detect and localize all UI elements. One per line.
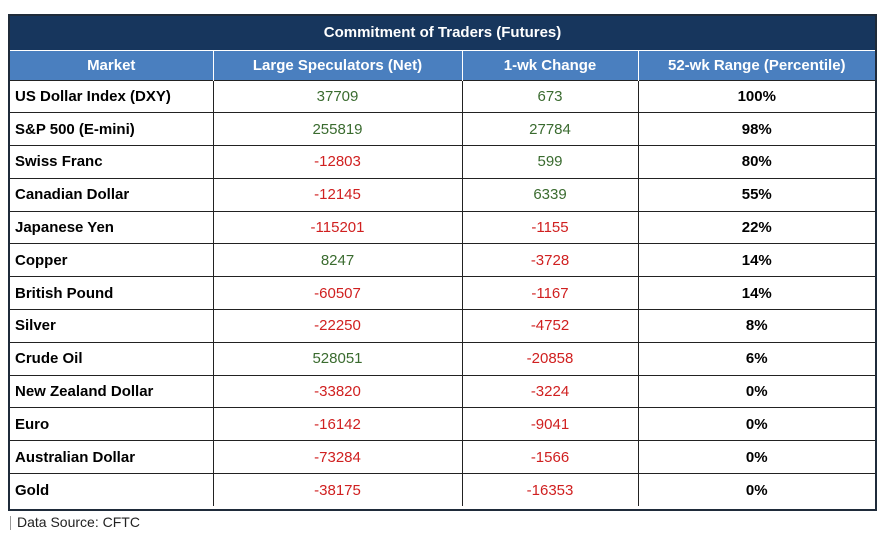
weekly-change-cell: -1167 [462,276,639,310]
net-position-cell: -12803 [213,145,463,179]
market-cell: Canadian Dollar [10,177,214,212]
weekly-change-cell: 673 [462,79,639,113]
net-position-cell: -22250 [213,309,463,343]
range-percentile-cell: 22% [638,210,876,244]
table-row: Canadian Dollar -12145 6339 55% [10,177,876,212]
net-position-cell: -115201 [213,210,463,244]
range-percentile-cell: 6% [638,341,876,376]
weekly-change-cell: -9041 [462,407,639,441]
net-position-cell: 37709 [213,79,463,113]
table-row: Japanese Yen -115201 -1155 22% [10,210,876,244]
market-cell: British Pound [10,276,214,310]
market-cell: Copper [10,243,214,277]
net-position-cell: -12145 [213,177,463,212]
table-row: Gold -38175 -16353 0% [10,473,876,507]
market-cell: Japanese Yen [10,210,214,244]
table-body: US Dollar Index (DXY) 37709 673 100% S&P 500… [10,79,876,507]
range-percentile-cell: 0% [638,374,876,408]
net-position-cell: 255819 [213,112,463,146]
table-row: S&P 500 (E-mini) 255819 27784 98% [10,112,876,146]
weekly-change-cell: 599 [462,145,639,179]
range-percentile-cell: 0% [638,407,876,441]
column-header-market: Market [10,50,214,80]
weekly-change-cell: -4752 [462,309,639,343]
table-title-row: Commitment of Traders (Futures) [10,16,876,51]
column-header-1wk-change: 1-wk Change [462,50,639,80]
range-percentile-cell: 14% [638,243,876,277]
weekly-change-cell: -1155 [462,210,639,244]
range-percentile-cell: 100% [638,79,876,113]
column-header-large-speculators: Large Speculators (Net) [213,50,463,80]
range-percentile-cell: 98% [638,112,876,146]
market-cell: Silver [10,309,214,343]
weekly-change-cell: 6339 [462,177,639,212]
table-row: British Pound -60507 -1167 14% [10,276,876,310]
market-cell: Australian Dollar [10,440,214,474]
market-cell: Crude Oil [10,341,214,376]
range-percentile-cell: 0% [638,473,876,507]
table-row: Copper 8247 -3728 14% [10,243,876,277]
net-position-cell: -38175 [213,473,463,507]
net-position-cell: -16142 [213,407,463,441]
cot-table: Commitment of Traders (Futures) Market L… [10,16,876,507]
weekly-change-cell: -16353 [462,473,639,507]
weekly-change-cell: -20858 [462,341,639,376]
table-row: New Zealand Dollar -33820 -3224 0% [10,374,876,408]
data-source-text: Data Source: CFTC [17,514,140,530]
table-row: Crude Oil 528051 -20858 6% [10,341,876,376]
range-percentile-cell: 14% [638,276,876,310]
weekly-change-cell: -3224 [462,374,639,408]
net-position-cell: 8247 [213,243,463,277]
market-cell: New Zealand Dollar [10,374,214,408]
data-source-note: Data Source: CFTC [10,514,140,531]
table-row: Australian Dollar -73284 -1566 0% [10,440,876,474]
source-divider [10,516,11,531]
table-title: Commitment of Traders (Futures) [10,16,876,51]
net-position-cell: -33820 [213,374,463,408]
weekly-change-cell: -1566 [462,440,639,474]
range-percentile-cell: 0% [638,440,876,474]
range-percentile-cell: 55% [638,177,876,212]
net-position-cell: -60507 [213,276,463,310]
market-cell: US Dollar Index (DXY) [10,79,214,113]
market-cell: Gold [10,473,214,507]
table-row: Euro -16142 -9041 0% [10,407,876,441]
weekly-change-cell: -3728 [462,243,639,277]
market-cell: S&P 500 (E-mini) [10,112,214,146]
cot-table-frame: Commitment of Traders (Futures) Market L… [8,14,877,511]
net-position-cell: 528051 [213,341,463,376]
net-position-cell: -73284 [213,440,463,474]
table-row: Silver -22250 -4752 8% [10,309,876,343]
table-row: Swiss Franc -12803 599 80% [10,145,876,179]
range-percentile-cell: 80% [638,145,876,179]
table-row: US Dollar Index (DXY) 37709 673 100% [10,79,876,113]
column-header-52wk-range: 52-wk Range (Percentile) [638,50,876,80]
market-cell: Euro [10,407,214,441]
range-percentile-cell: 8% [638,309,876,343]
table-header-row: Market Large Speculators (Net) 1-wk Chan… [10,50,876,80]
market-cell: Swiss Franc [10,145,214,179]
weekly-change-cell: 27784 [462,112,639,146]
